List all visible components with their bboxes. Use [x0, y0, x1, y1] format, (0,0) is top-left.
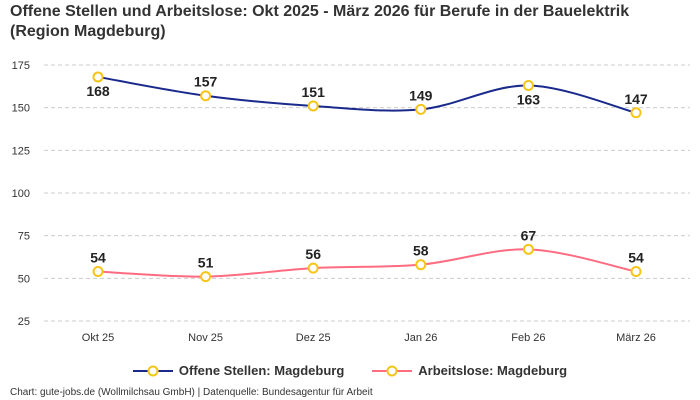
- x-tick-label: Dez 25: [296, 332, 331, 344]
- x-tick-label: Nov 25: [188, 332, 223, 344]
- legend-marker-icon: [132, 365, 173, 376]
- legend-label: Arbeitslose: Magdeburg: [418, 363, 568, 378]
- data-label: 149: [409, 87, 433, 103]
- data-point: [415, 259, 427, 271]
- data-point: [415, 103, 427, 115]
- data-label: 51: [198, 255, 214, 271]
- series-line: [97, 248, 637, 278]
- y-tick-label: 175: [12, 60, 30, 72]
- data-point: [92, 71, 104, 83]
- data-point: [522, 243, 534, 255]
- legend-item-offene-stellen[interactable]: Offene Stellen: Magdeburg: [132, 363, 345, 378]
- data-label: 168: [86, 83, 110, 99]
- source-credit: Chart: gute-jobs.de (Wollmilchsau GmbH) …: [10, 387, 373, 398]
- data-label: 151: [302, 84, 326, 100]
- y-tick-label: 75: [18, 231, 30, 243]
- data-point: [307, 100, 319, 112]
- data-point: [630, 266, 642, 278]
- data-point: [307, 262, 319, 274]
- y-tick-label: 50: [18, 273, 30, 285]
- data-point: [522, 79, 534, 91]
- data-point: [200, 271, 212, 283]
- data-label: 56: [305, 246, 321, 262]
- y-tick-label: 25: [18, 316, 30, 328]
- y-tick-label: 150: [12, 103, 30, 115]
- data-point: [92, 266, 104, 278]
- x-tick-label: Feb 26: [511, 332, 545, 344]
- x-tick-label: Jan 26: [404, 332, 437, 344]
- y-tick-label: 125: [12, 145, 30, 157]
- data-label: 163: [517, 91, 541, 107]
- series-line: [97, 75, 637, 114]
- data-label: 157: [194, 74, 218, 90]
- x-tick-label: März 26: [616, 332, 656, 344]
- legend: Offene Stellen: Magdeburg Arbeitslose: M…: [0, 363, 700, 378]
- y-tick-label: 100: [12, 188, 30, 200]
- legend-label: Offene Stellen: Magdeburg: [178, 363, 345, 378]
- x-tick-label: Okt 25: [82, 332, 114, 344]
- legend-marker-icon: [372, 365, 413, 376]
- data-point: [200, 90, 212, 102]
- data-label: 67: [521, 227, 537, 243]
- chart-title: Offene Stellen und Arbeitslose: Okt 2025…: [10, 3, 630, 40]
- data-label: 54: [90, 250, 106, 266]
- data-point: [630, 107, 642, 119]
- data-label: 58: [413, 243, 429, 259]
- legend-item-arbeitslose[interactable]: Arbeitslose: Magdeburg: [372, 363, 567, 378]
- data-label: 147: [624, 91, 648, 107]
- data-label: 54: [628, 250, 644, 266]
